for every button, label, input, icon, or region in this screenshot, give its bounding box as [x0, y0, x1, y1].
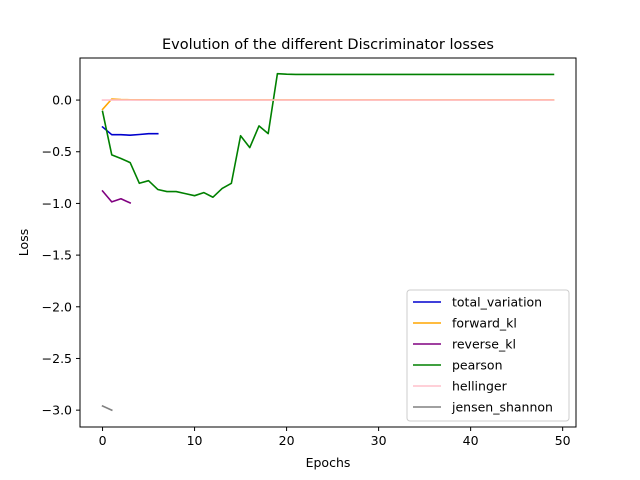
x-tick-label: 0	[99, 433, 107, 448]
y-tick-label: −1.0	[42, 196, 72, 211]
legend-label: hellinger	[452, 379, 508, 394]
y-tick-label: −0.5	[42, 144, 72, 159]
y-tick-label: −1.5	[42, 248, 72, 263]
legend: total_variation forward_kl reverse_klpears…	[406, 289, 570, 422]
series-line-pearson	[101, 72, 555, 199]
series-line-reverse-kl	[101, 189, 132, 204]
y-axis-label: Loss	[16, 229, 31, 256]
series-line-total-variation	[101, 125, 159, 137]
y-axis: 0.0 −0.5 −1.0 −1.5 −2.0 −2.5 −3.0	[42, 93, 80, 418]
plot-frame	[79, 57, 577, 428]
y-tick-label: −2.0	[42, 299, 72, 314]
y-tick-label: 0.0	[52, 93, 72, 108]
legend-label: total_variation	[452, 295, 542, 310]
x-tick-label: 20	[279, 433, 295, 448]
legend-label: forward_kl	[452, 316, 517, 331]
x-tick-label: 40	[463, 433, 479, 448]
legend-label: pearson	[452, 358, 503, 373]
x-tick-label: 10	[187, 433, 203, 448]
x-tick-label: 30	[371, 433, 387, 448]
y-tick-label: −2.5	[42, 351, 72, 366]
x-axis-label: Epochs	[306, 455, 351, 470]
legend-label: jensen_shannon	[451, 400, 553, 415]
x-axis: 0 10 20 30 40 50	[99, 427, 571, 448]
chart-title: Evolution of the different Discriminator…	[162, 37, 494, 53]
legend-entries: total_variation forward_kl reverse_klpears…	[413, 295, 553, 415]
y-tick-label: −3.0	[42, 403, 72, 418]
x-tick-label: 50	[555, 433, 571, 448]
legend-label: reverse_kl	[452, 337, 516, 352]
series-layer	[101, 72, 555, 412]
legend-box	[406, 289, 570, 422]
series-line-jensen-shannon	[101, 404, 113, 412]
